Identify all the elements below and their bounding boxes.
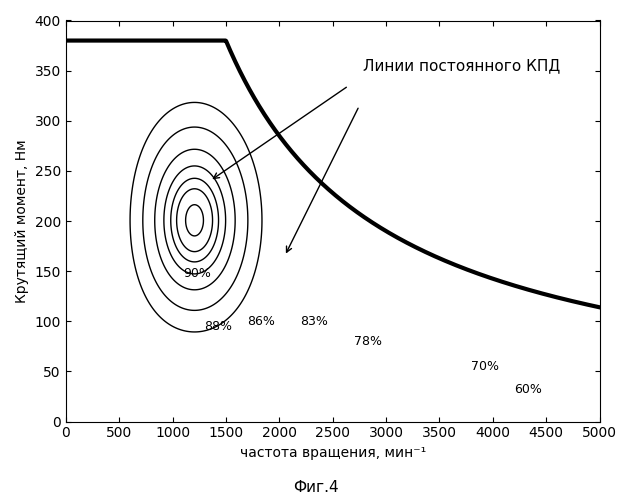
Y-axis label: Крутящий момент, Нм: Крутящий момент, Нм [15,139,29,303]
Text: Линии постоянного КПД: Линии постоянного КПД [363,58,560,73]
Text: 78%: 78% [354,335,382,348]
Text: 90%: 90% [183,266,211,280]
Text: 70%: 70% [471,360,499,373]
Text: 88%: 88% [205,320,233,333]
Text: 86%: 86% [247,315,275,328]
Text: 60%: 60% [514,383,542,396]
Text: 83%: 83% [301,315,329,328]
Text: Фиг.4: Фиг.4 [293,480,339,495]
X-axis label: частота вращения, мин⁻¹: частота вращения, мин⁻¹ [240,446,426,460]
